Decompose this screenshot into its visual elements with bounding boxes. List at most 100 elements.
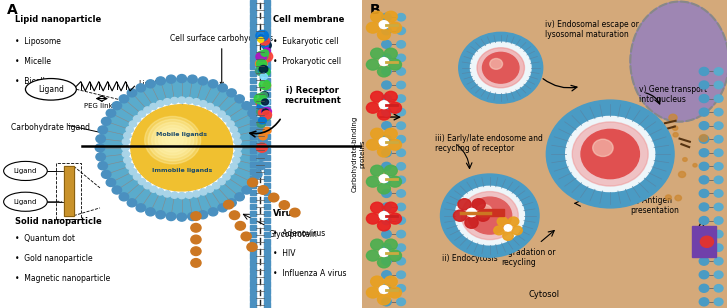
- Circle shape: [166, 213, 176, 221]
- Circle shape: [699, 189, 709, 197]
- Circle shape: [122, 139, 129, 145]
- Circle shape: [164, 191, 171, 197]
- Bar: [250, 141, 256, 146]
- Circle shape: [382, 230, 391, 238]
- Bar: [263, 295, 270, 301]
- Circle shape: [377, 220, 390, 231]
- Circle shape: [699, 203, 709, 211]
- Circle shape: [477, 48, 524, 88]
- Circle shape: [106, 109, 116, 117]
- Circle shape: [382, 176, 391, 184]
- FancyArrowPatch shape: [250, 120, 280, 137]
- Text: •  Prokaryotic cell: • Prokaryotic cell: [273, 57, 341, 66]
- Circle shape: [147, 118, 202, 165]
- Bar: [263, 7, 270, 13]
- Bar: [263, 225, 270, 230]
- Circle shape: [699, 95, 709, 103]
- Circle shape: [673, 133, 678, 137]
- Circle shape: [382, 217, 391, 225]
- Circle shape: [252, 170, 262, 178]
- Circle shape: [166, 75, 176, 83]
- Bar: [250, 56, 256, 62]
- Bar: [250, 106, 256, 111]
- Circle shape: [261, 50, 268, 56]
- Bar: [250, 274, 256, 280]
- Bar: [250, 91, 256, 97]
- Circle shape: [385, 91, 397, 102]
- Circle shape: [669, 114, 677, 121]
- Circle shape: [260, 67, 270, 76]
- Circle shape: [377, 294, 390, 305]
- Circle shape: [119, 193, 129, 201]
- Circle shape: [206, 103, 214, 110]
- Circle shape: [262, 99, 268, 105]
- Text: Solid nanoparticle: Solid nanoparticle: [15, 217, 101, 226]
- Circle shape: [385, 48, 397, 59]
- Circle shape: [234, 145, 241, 151]
- Circle shape: [389, 250, 401, 261]
- Circle shape: [258, 153, 268, 161]
- Circle shape: [699, 162, 709, 170]
- Circle shape: [177, 75, 186, 83]
- Circle shape: [699, 298, 709, 306]
- Circle shape: [714, 149, 723, 156]
- Circle shape: [235, 193, 244, 201]
- Circle shape: [371, 165, 384, 176]
- Circle shape: [156, 211, 165, 219]
- Circle shape: [566, 116, 655, 192]
- Circle shape: [259, 133, 267, 140]
- Circle shape: [235, 95, 244, 103]
- Circle shape: [260, 98, 270, 106]
- Circle shape: [377, 66, 390, 77]
- Circle shape: [158, 128, 187, 152]
- Circle shape: [257, 51, 268, 61]
- Circle shape: [389, 287, 401, 298]
- Circle shape: [467, 209, 476, 217]
- Circle shape: [256, 30, 268, 41]
- Circle shape: [96, 153, 105, 161]
- Circle shape: [127, 199, 137, 207]
- Circle shape: [247, 243, 257, 251]
- Circle shape: [397, 190, 406, 197]
- Circle shape: [193, 191, 200, 197]
- Bar: [250, 113, 256, 118]
- Bar: [250, 225, 256, 230]
- Bar: [250, 267, 256, 273]
- Bar: [263, 0, 270, 6]
- Circle shape: [260, 37, 270, 45]
- Bar: [250, 155, 256, 160]
- Circle shape: [233, 132, 240, 139]
- Circle shape: [191, 224, 201, 232]
- Circle shape: [714, 95, 723, 102]
- Circle shape: [382, 54, 391, 62]
- Bar: [250, 190, 256, 195]
- Circle shape: [200, 189, 207, 195]
- Circle shape: [397, 136, 406, 143]
- Circle shape: [279, 201, 289, 209]
- Circle shape: [377, 146, 390, 157]
- Bar: [263, 267, 270, 273]
- Text: Ligand: Ligand: [38, 85, 64, 94]
- Circle shape: [382, 189, 391, 197]
- Bar: [263, 106, 270, 111]
- Circle shape: [382, 40, 391, 48]
- Circle shape: [227, 121, 234, 127]
- Circle shape: [397, 81, 406, 89]
- Circle shape: [397, 257, 406, 265]
- Circle shape: [206, 186, 214, 192]
- Circle shape: [593, 139, 613, 156]
- Circle shape: [382, 27, 391, 35]
- Text: •  Bicelle: • Bicelle: [15, 77, 49, 86]
- Circle shape: [508, 217, 519, 226]
- Circle shape: [156, 189, 164, 195]
- Text: Carbohydrate ligand: Carbohydrate ligand: [11, 123, 90, 132]
- Text: •  Adenovirus: • Adenovirus: [273, 229, 325, 238]
- Bar: [263, 127, 270, 132]
- Circle shape: [699, 176, 709, 184]
- Circle shape: [155, 125, 194, 159]
- Circle shape: [389, 139, 401, 150]
- Circle shape: [119, 95, 129, 103]
- Circle shape: [693, 164, 697, 167]
- Circle shape: [455, 186, 524, 245]
- Circle shape: [714, 136, 723, 143]
